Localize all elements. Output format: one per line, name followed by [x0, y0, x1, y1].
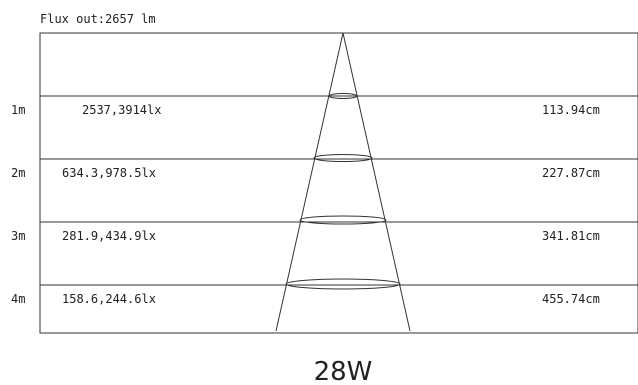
beam-diameter-1m: 113.94cm — [542, 103, 600, 117]
distance-label-3m: 3m — [11, 229, 25, 243]
beam-spot-3m — [299, 215, 387, 225]
beam-left-edge — [275, 32, 344, 332]
illuminance-value-4m: 158.6,244.6lx — [62, 292, 156, 306]
flux-label: Flux out:2657 lm — [40, 12, 156, 26]
distance-label-1m: 1m — [11, 103, 25, 117]
beam-right-edge — [342, 32, 411, 332]
illuminance-value-1m: 2537,3914lx — [82, 103, 161, 117]
distance-label-2m: 2m — [11, 166, 25, 180]
beam-spot-1m — [328, 93, 358, 99]
illuminance-value-2m: 634.3,978.5lx — [62, 166, 156, 180]
diagram-frame — [39, 32, 638, 334]
beam-spot-4m — [285, 278, 401, 290]
beam-diameter-3m: 341.81cm — [542, 229, 600, 243]
beam-diameter-2m: 227.87cm — [542, 166, 600, 180]
illuminance-value-3m: 281.9,434.9lx — [62, 229, 156, 243]
distance-label-4m: 4m — [11, 292, 25, 306]
wattage-label: 28W — [314, 357, 373, 385]
beam-spot-2m — [313, 154, 373, 162]
beam-diameter-4m: 455.74cm — [542, 292, 600, 306]
